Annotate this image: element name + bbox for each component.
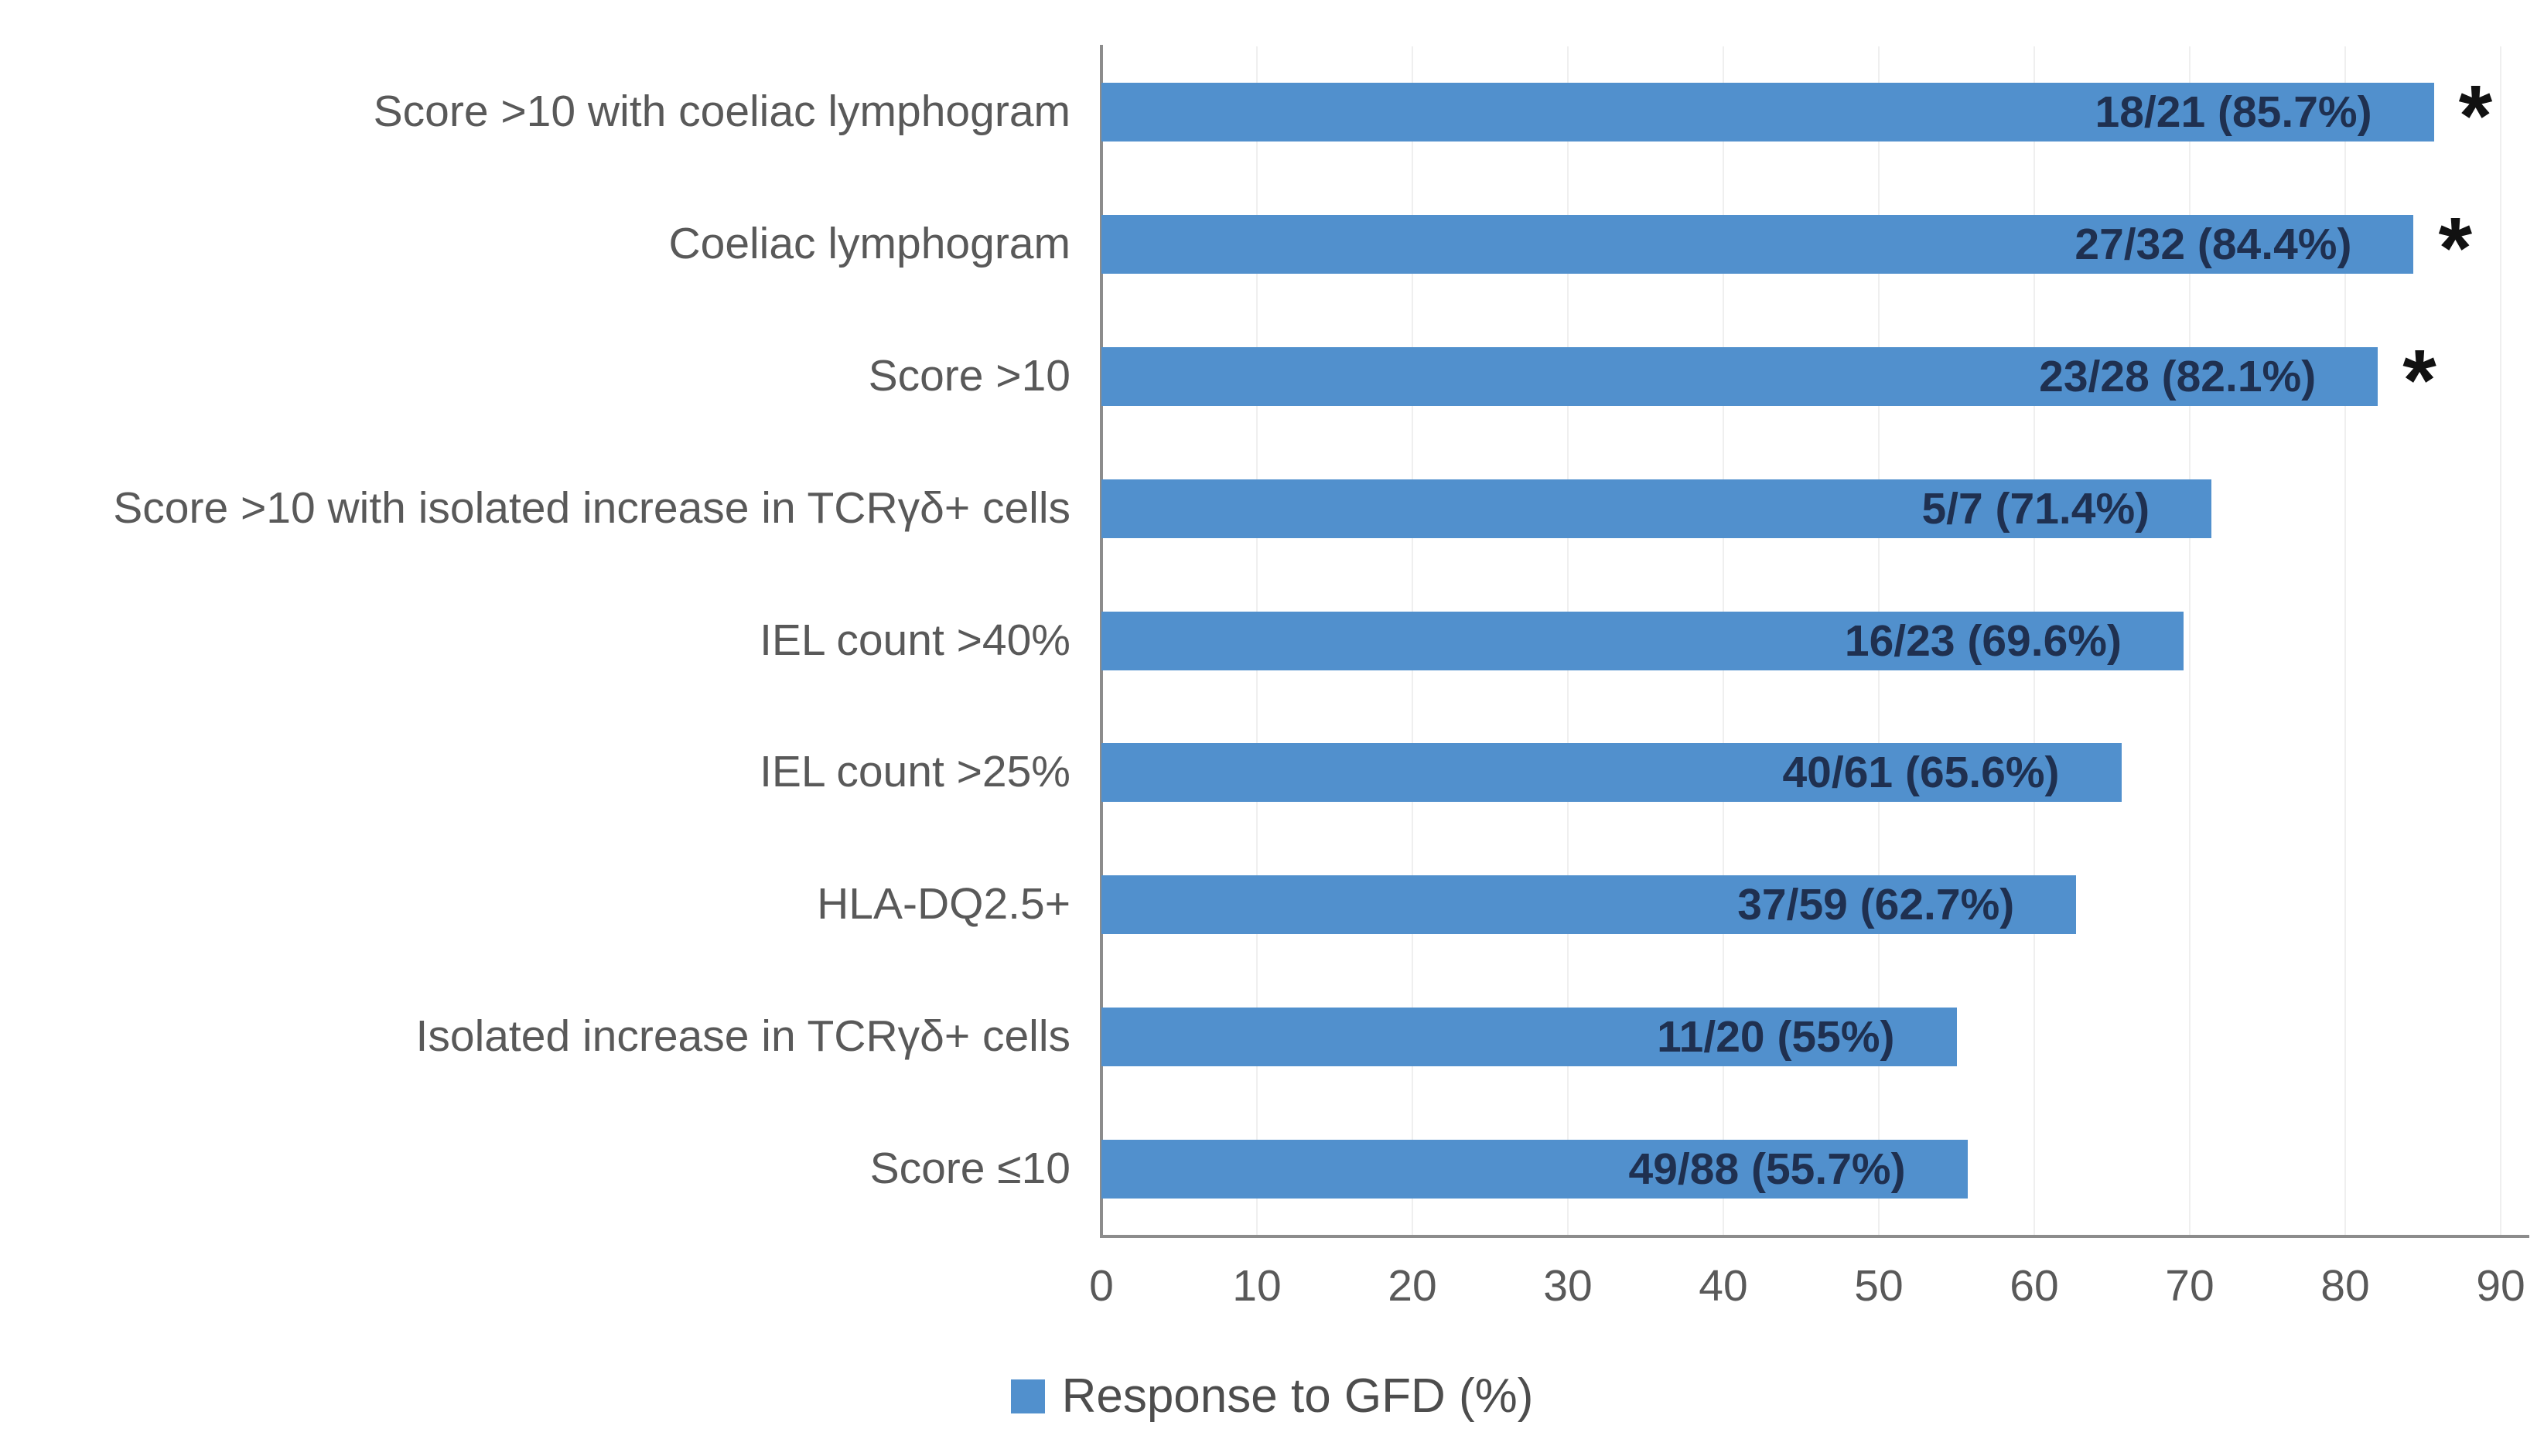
chart-row: Coeliac lymphogram 27/32 (84.4%) * bbox=[0, 179, 2501, 311]
bar: 5/7 (71.4%) bbox=[1101, 479, 2212, 538]
x-tick-label-80: 80 bbox=[2320, 1261, 2370, 1311]
x-tick-label-10: 10 bbox=[1232, 1261, 1282, 1311]
bar-value-label: 37/59 (62.7%) bbox=[1737, 880, 2015, 930]
bar-track: 18/21 (85.7%) * bbox=[1101, 46, 2501, 179]
bar: 11/20 (55%) bbox=[1101, 1007, 1957, 1066]
bar: 27/32 (84.4%) bbox=[1101, 215, 2414, 274]
bar-track: 11/20 (55%) bbox=[1101, 970, 2501, 1103]
category-label: HLA-DQ2.5+ bbox=[817, 879, 1071, 929]
x-tick-label-90: 90 bbox=[2476, 1261, 2525, 1311]
bar: 37/59 (62.7%) bbox=[1101, 875, 2077, 935]
bar: 23/28 (82.1%) bbox=[1101, 346, 2378, 406]
x-tick-label-30: 30 bbox=[1543, 1261, 1593, 1311]
category-label: Score >10 with isolated increase in TCRγ… bbox=[113, 482, 1071, 533]
bar: 49/88 (55.7%) bbox=[1101, 1139, 1968, 1199]
bar-track: 23/28 (82.1%) * bbox=[1101, 311, 2501, 443]
category-label: IEL count >40% bbox=[760, 615, 1071, 665]
bar-track: 5/7 (71.4%) bbox=[1101, 442, 2501, 575]
bar-track: 40/61 (65.6%) bbox=[1101, 707, 2501, 839]
bar-value-label: 11/20 (55%) bbox=[1657, 1011, 1895, 1062]
x-tick-label-70: 70 bbox=[2165, 1261, 2214, 1311]
chart-row: Isolated increase in TCRγδ+ cells 11/20 (… bbox=[0, 970, 2501, 1103]
significance-asterisk: * bbox=[2438, 199, 2473, 297]
bar-value-label: 49/88 (55.7%) bbox=[1628, 1144, 1906, 1194]
significance-asterisk: * bbox=[2458, 67, 2493, 165]
chart-row: Score ≤10 49/88 (55.7%) bbox=[0, 1103, 2501, 1235]
bar-track: 37/59 (62.7%) bbox=[1101, 839, 2501, 971]
x-tick-label-40: 40 bbox=[1699, 1261, 1748, 1311]
category-label: IEL count >25% bbox=[760, 747, 1071, 797]
category-label: Score ≤10 bbox=[869, 1143, 1071, 1193]
bar: 16/23 (69.6%) bbox=[1101, 611, 2184, 670]
bar: 40/61 (65.6%) bbox=[1101, 743, 2122, 803]
chart-rows: Score >10 with coeliac lymphogram 18/21 (… bbox=[0, 46, 2501, 1235]
bar-track: 49/88 (55.7%) bbox=[1101, 1103, 2501, 1235]
bar-value-label: 40/61 (65.6%) bbox=[1782, 748, 2060, 798]
bar: 18/21 (85.7%) bbox=[1101, 83, 2434, 142]
chart-row: Score >10 with coeliac lymphogram 18/21 (… bbox=[0, 46, 2501, 179]
category-label: Isolated increase in TCRγδ+ cells bbox=[415, 1011, 1071, 1061]
gridline-90 bbox=[2500, 46, 2501, 1235]
bar-track: 27/32 (84.4%) * bbox=[1101, 179, 2501, 311]
significance-asterisk: * bbox=[2402, 332, 2436, 429]
x-tick-label-20: 20 bbox=[1388, 1261, 1437, 1311]
legend-label: Response to GFD (%) bbox=[1061, 1369, 1534, 1423]
bar-value-label: 5/7 (71.4%) bbox=[1921, 483, 2150, 534]
gridline-70 bbox=[2189, 46, 2191, 1235]
gridline-80 bbox=[2344, 46, 2346, 1235]
category-label: Score >10 with coeliac lymphogram bbox=[373, 87, 1071, 137]
x-tick-label-50: 50 bbox=[1854, 1261, 1904, 1311]
bar-value-label: 16/23 (69.6%) bbox=[1844, 615, 2122, 666]
category-label: Coeliac lymphogram bbox=[668, 219, 1071, 269]
legend: Response to GFD (%) bbox=[0, 1369, 2544, 1424]
bar-value-label: 27/32 (84.4%) bbox=[2074, 220, 2352, 270]
chart-row: IEL count >25% 40/61 (65.6%) bbox=[0, 707, 2501, 839]
x-tick-label-60: 60 bbox=[2010, 1261, 2059, 1311]
legend-color-swatch bbox=[1010, 1379, 1045, 1413]
category-label: Score >10 bbox=[868, 351, 1071, 401]
bar-value-label: 23/28 (82.1%) bbox=[2039, 351, 2317, 401]
chart-row: HLA-DQ2.5+ 37/59 (62.7%) bbox=[0, 839, 2501, 971]
chart-row: Score >10 with isolated increase in TCRγ… bbox=[0, 442, 2501, 575]
bar-track: 16/23 (69.6%) bbox=[1101, 575, 2501, 707]
bar-value-label: 18/21 (85.7%) bbox=[2095, 87, 2372, 138]
x-axis-line bbox=[1100, 1235, 2529, 1238]
chart-row: Score >10 23/28 (82.1%) * bbox=[0, 311, 2501, 443]
x-tick-label-0: 0 bbox=[1089, 1261, 1114, 1311]
x-axis-tick-labels: 0 10 20 30 40 50 60 70 80 90 bbox=[1089, 1260, 2525, 1314]
chart-row: IEL count >40% 16/23 (69.6%) bbox=[0, 575, 2501, 707]
